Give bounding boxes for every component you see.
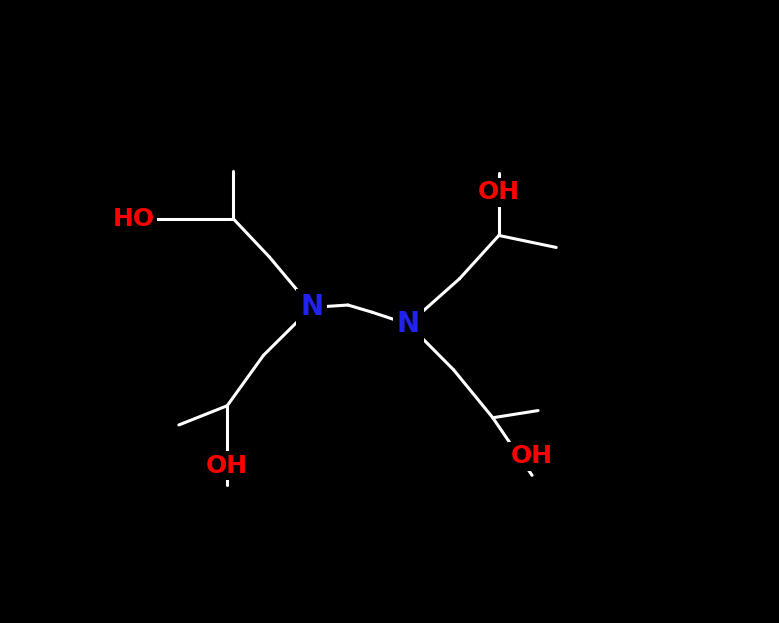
Text: HO: HO bbox=[113, 207, 155, 231]
Text: N: N bbox=[397, 310, 420, 338]
Text: N: N bbox=[300, 293, 323, 321]
Text: OH: OH bbox=[206, 454, 249, 478]
Text: OH: OH bbox=[511, 444, 553, 468]
Text: OH: OH bbox=[478, 180, 520, 204]
